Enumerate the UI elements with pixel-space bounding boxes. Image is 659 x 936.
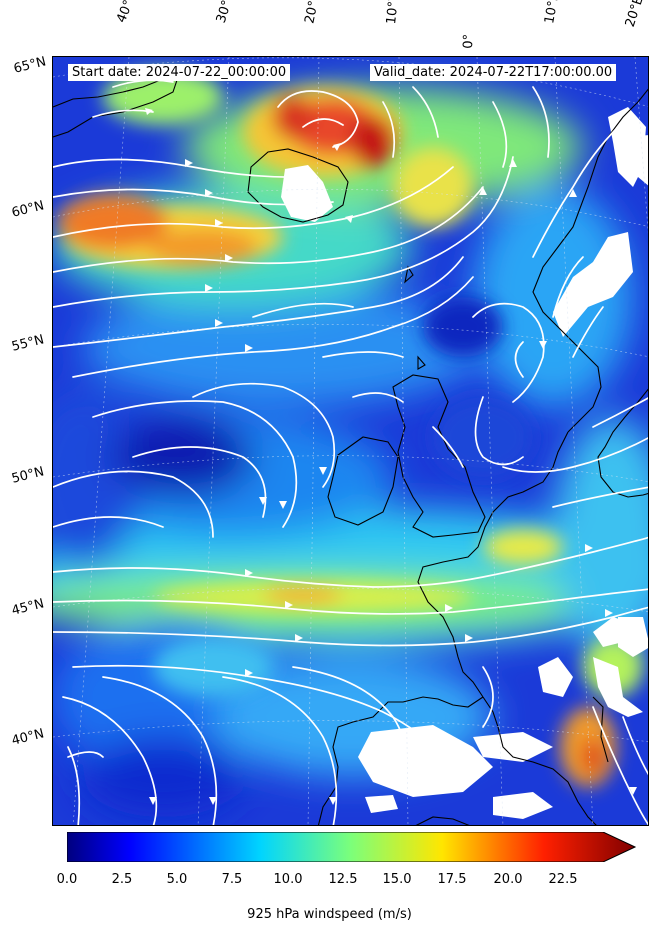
colorbar-tick: 2.5 bbox=[111, 872, 133, 887]
colorbar-label: 925 hPa windspeed (m/s) bbox=[247, 907, 412, 922]
streamlines bbox=[53, 79, 648, 825]
colorbar-tick: 10.0 bbox=[273, 872, 303, 887]
terrain-mask bbox=[281, 107, 648, 819]
lon-label-10w: 10°W bbox=[384, 0, 403, 26]
lat-label-45n: 45°N bbox=[10, 596, 46, 619]
lat-label-50n: 50°N bbox=[10, 464, 46, 487]
lon-label-20e: 20°E bbox=[622, 0, 647, 30]
colorbar-tick: 0.0 bbox=[56, 872, 78, 887]
lat-label-55n: 55°N bbox=[10, 332, 46, 355]
lon-label-10e: 10°E bbox=[542, 0, 563, 25]
colorbar-tick: 7.5 bbox=[221, 872, 243, 887]
lat-label-65n: 65°N bbox=[12, 54, 48, 77]
colorbar bbox=[67, 832, 637, 862]
lon-label-40w: 40°W bbox=[114, 0, 142, 25]
colorbar-tick: 12.5 bbox=[328, 872, 358, 887]
streamline-arrows bbox=[145, 108, 637, 805]
lon-label-20w: 20°W bbox=[302, 0, 325, 25]
lat-label-60n: 60°N bbox=[10, 198, 46, 221]
valid-date-label: Valid_date: 2024-07-22T17:00:00.00 bbox=[370, 64, 617, 81]
colorbar-tick: 17.5 bbox=[437, 872, 467, 887]
graticule bbox=[53, 57, 648, 825]
lat-label-40n: 40°N bbox=[10, 726, 46, 749]
colorbar-tick: 15.0 bbox=[382, 872, 412, 887]
lon-label-0: 0° bbox=[461, 33, 477, 49]
start-date-label: Start date: 2024-07-22_00:00:00 bbox=[68, 64, 291, 81]
colorbar-tick: 20.0 bbox=[493, 872, 523, 887]
colorbar-tick: 5.0 bbox=[166, 872, 188, 887]
colorbar-tick: 22.5 bbox=[548, 872, 578, 887]
windspeed-field bbox=[53, 57, 648, 825]
wind-map bbox=[52, 56, 649, 826]
lon-label-30w: 30°W bbox=[213, 0, 240, 25]
colorbar-scale bbox=[67, 832, 637, 862]
